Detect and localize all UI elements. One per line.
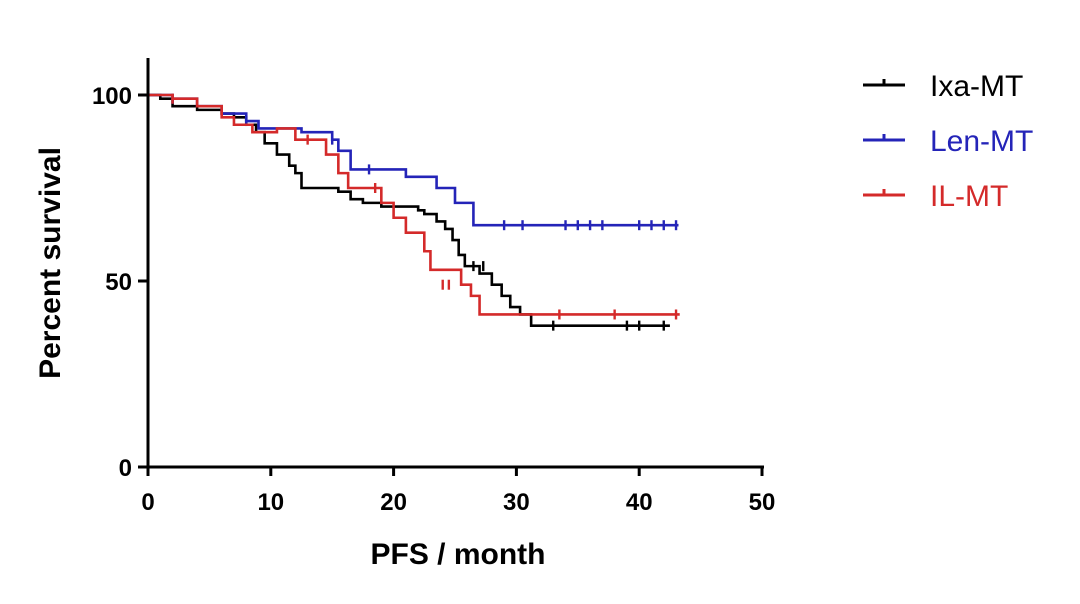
x-tick-label: 0 — [141, 489, 154, 516]
legend-item: Len-MT — [863, 125, 1033, 158]
legend: Ixa-MT Len-MT IL-MT — [863, 70, 1033, 213]
x-tick-label: 10 — [257, 489, 284, 516]
series-line-0 — [148, 93, 670, 327]
legend-label: Ixa-MT — [930, 70, 1023, 103]
axes — [146, 58, 764, 469]
series-line-2 — [148, 93, 680, 316]
x-tick-label: 50 — [749, 489, 776, 516]
legend-label: IL-MT — [930, 180, 1008, 213]
legend-item: IL-MT — [863, 180, 1008, 213]
x-tick-label: 30 — [503, 489, 530, 516]
y-tick-label: 0 — [119, 455, 132, 482]
x-axis-title: PFS / month — [371, 538, 546, 571]
x-tick-label: 40 — [626, 489, 653, 516]
y-tick-label: 100 — [92, 83, 132, 110]
legend-item: Ixa-MT — [863, 70, 1023, 103]
x-tick-label: 20 — [380, 489, 407, 516]
legend-label: Len-MT — [930, 125, 1033, 158]
ticks: 0 10 20 30 40 50 0 50 100 — [92, 83, 775, 516]
y-axis-title: Percent survival — [34, 147, 67, 379]
plot-area — [148, 93, 680, 331]
y-tick-label: 50 — [105, 269, 132, 296]
